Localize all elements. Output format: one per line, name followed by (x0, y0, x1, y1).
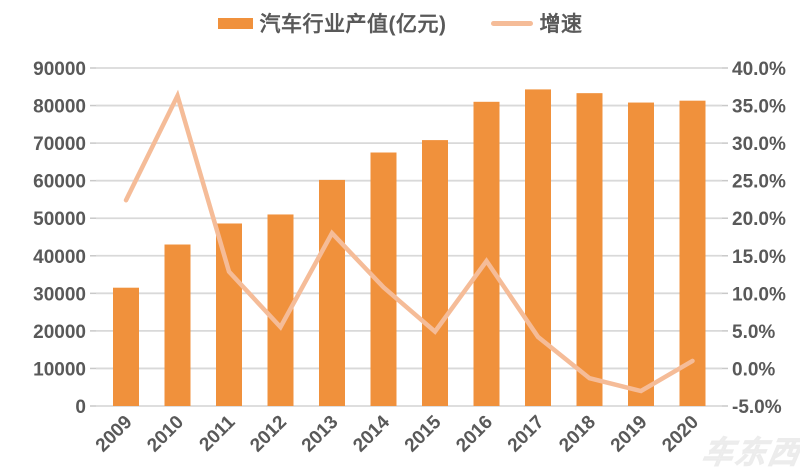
x-axis-label-2019: 2019 (607, 412, 652, 457)
left-axis-label: 0 (75, 397, 86, 418)
right-axis-label: 10.0% (732, 284, 786, 305)
right-axis-label: 40.0% (732, 59, 786, 80)
x-axis-label-2017: 2017 (504, 412, 549, 457)
bar-2013 (319, 179, 345, 406)
bar-2010 (164, 244, 191, 406)
x-axis-label-2013: 2013 (298, 412, 343, 457)
left-axis-label: 10000 (33, 359, 86, 380)
bar-2015 (422, 140, 448, 406)
bar-2017 (525, 89, 551, 406)
legend-item-output-value: 汽车行业产值(亿元) (217, 8, 447, 38)
legend-item-growth-rate: 增速 (490, 8, 583, 38)
left-axis-label: 90000 (33, 59, 86, 80)
bar-series-swatch (217, 17, 253, 29)
watermark: 车东西 (699, 435, 800, 471)
x-axis-label-2018: 2018 (555, 412, 600, 457)
x-axis-label-2014: 2014 (349, 411, 394, 456)
left-axis-label: 40000 (33, 247, 86, 268)
left-axis-label: 20000 (33, 322, 86, 343)
growth-rate-line (123, 89, 695, 394)
bar-2011 (216, 223, 242, 406)
x-axis-label-2010: 2010 (143, 412, 188, 457)
x-axis-label-2012: 2012 (246, 412, 291, 457)
right-axis-label: -5.0% (732, 397, 782, 418)
x-axis-label-2015: 2015 (401, 411, 446, 456)
right-axis-label: 35.0% (732, 97, 786, 118)
line-series-swatch (490, 20, 533, 26)
right-axis-label: 5.0% (732, 322, 775, 343)
left-axis-label: 30000 (33, 284, 86, 305)
x-axis-label-2020: 2020 (658, 412, 703, 457)
bar-2020 (679, 100, 706, 406)
left-axis-label: 70000 (33, 134, 86, 155)
x-axis-label-2011: 2011 (196, 411, 240, 455)
right-axis-label: 0.0% (732, 359, 775, 380)
legend-label-output-value: 汽车行业产值(亿元) (259, 13, 447, 36)
bar-2016 (473, 101, 500, 407)
right-axis-label: 30.0% (732, 134, 786, 155)
right-axis-label: 15.0% (732, 247, 786, 268)
bar-2018 (576, 93, 603, 406)
bar-2019 (628, 102, 654, 406)
legend-label-growth-rate: 增速 (539, 13, 583, 36)
bar-2009 (113, 287, 139, 406)
left-axis-label: 60000 (33, 172, 86, 193)
right-axis-label: 20.0% (732, 209, 786, 230)
legend: 汽车行业产值(亿元) 增速 (0, 8, 800, 38)
x-axis-label-2016: 2016 (452, 412, 497, 457)
left-axis-label: 80000 (33, 97, 86, 118)
left-axis-label: 50000 (33, 209, 86, 230)
x-axis-label-2009: 2009 (92, 412, 137, 457)
right-axis-label: 25.0% (732, 172, 786, 193)
